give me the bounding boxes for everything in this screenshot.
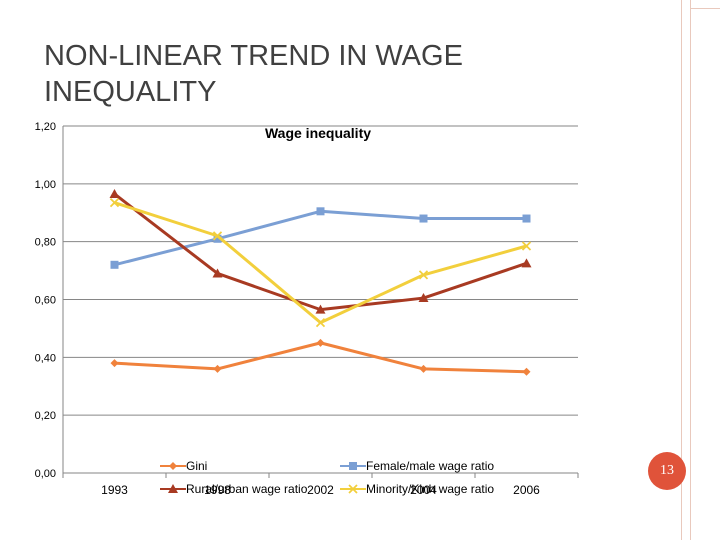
legend-label: Rural/urban wage ratio (186, 482, 308, 496)
data-point (212, 268, 223, 278)
data-point (521, 258, 532, 268)
marker-stroke (212, 231, 223, 241)
legend-entry: Female/male wage ratio (340, 459, 494, 473)
legend-entry: Rural/urban wage ratio (160, 482, 308, 496)
frame-line-top (690, 8, 720, 9)
axes: 0,00 0,20 0,40 0,60 0,80 1,00 1,20 1993 1998 2002… (35, 121, 579, 497)
gridlines (63, 125, 578, 416)
data-point (212, 231, 223, 241)
legend-swatch-marker (349, 462, 357, 470)
y-tick-label: 1,00 (35, 179, 56, 191)
x-tick-label: 2006 (513, 483, 540, 497)
data-point (418, 293, 429, 303)
data-point (315, 317, 326, 328)
marker-stroke (348, 484, 358, 494)
marker-stroke (418, 270, 429, 280)
y-tick-label: 1,20 (35, 121, 56, 133)
series-line (114, 209, 527, 267)
legend-label: Female/male wage ratio (366, 459, 494, 473)
data-point (316, 207, 325, 216)
legend-label: Gini (186, 459, 207, 473)
marker-stroke (109, 197, 120, 208)
data-point (419, 214, 428, 223)
data-point (110, 359, 119, 368)
data-point (522, 367, 531, 376)
series-gini (110, 338, 531, 376)
slide-title: NON-LINEAR TREND IN WAGE INEQUALITY (44, 40, 463, 108)
data-point (316, 338, 325, 347)
series-rural-urban-wage-ratio (109, 188, 532, 314)
page-number: 13 (660, 463, 674, 478)
data-point (419, 364, 428, 373)
data-point (315, 304, 326, 314)
y-tick-label: 0,00 (35, 468, 56, 480)
y-tick-label: 0,20 (35, 410, 56, 422)
data-point (109, 188, 120, 198)
series-minority-kinh-wage-ratio (109, 197, 532, 328)
y-tick-label: 0,80 (35, 237, 56, 249)
frame-line-right (690, 0, 691, 540)
data-point (522, 214, 531, 223)
data-point (418, 270, 429, 280)
legend-entry: Gini (160, 459, 207, 473)
legend-swatch-marker (169, 462, 177, 470)
frame-line-left (681, 0, 682, 540)
x-tick-label: 2004 (410, 483, 437, 497)
data-point (110, 260, 119, 269)
x-tick-label: 1998 (204, 483, 231, 497)
data-point (213, 364, 222, 373)
legend: Gini Female/male wage ratio Rural/urban wa… (160, 459, 494, 496)
marker-stroke (315, 317, 326, 328)
data-point (213, 234, 222, 243)
data-point (521, 241, 532, 251)
series (109, 188, 532, 376)
legend-swatch-marker (348, 484, 358, 494)
y-tick-label: 0,60 (35, 295, 56, 307)
chart-title: Wage inequality (265, 125, 371, 141)
legend-label: Minority/Kinh wage ratio (366, 482, 494, 496)
legend-entry: Minority/Kinh wage ratio (340, 482, 494, 496)
legend-swatch-marker (168, 484, 178, 493)
page-number-badge: 13 (648, 452, 686, 490)
y-tick-label: 0,40 (35, 352, 56, 364)
data-point (109, 197, 120, 208)
x-tick-label: 1993 (101, 483, 128, 497)
marker-stroke (521, 241, 532, 251)
x-tick-label: 2002 (307, 483, 334, 497)
